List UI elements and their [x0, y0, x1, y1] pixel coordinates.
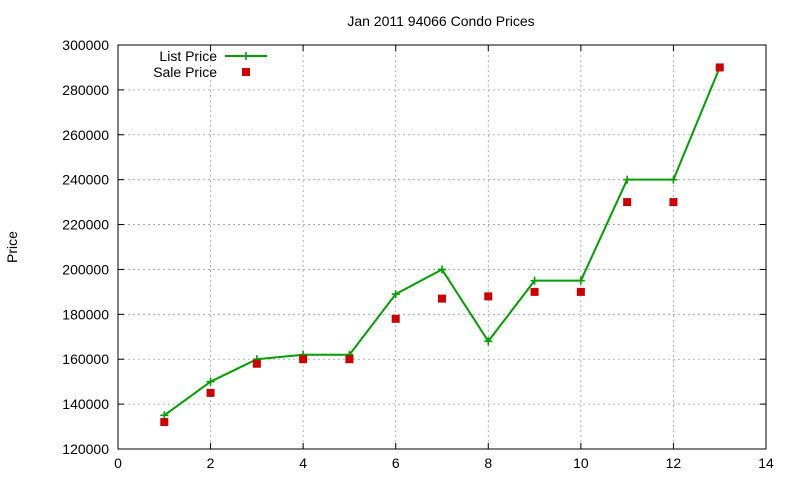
- sale-price-point: [484, 292, 493, 301]
- y-tick-label: 220000: [62, 217, 109, 233]
- x-tick-label: 10: [573, 455, 589, 471]
- series-list-price: [160, 63, 724, 420]
- plot-frame: [117, 44, 767, 450]
- series-sale-price: [160, 63, 724, 427]
- sale-price-point: [345, 355, 354, 364]
- list-price-line: [163, 67, 721, 417]
- sale-price-point: [623, 198, 632, 207]
- y-tick-label: 200000: [62, 261, 109, 277]
- x-tick-label: 2: [207, 455, 215, 471]
- grid-lines: [118, 45, 766, 449]
- sale-price-point: [252, 359, 261, 368]
- axis-ticks: 0 2 4 6 8 10 12 14 120000 140000 160000 180000 20000…: [62, 37, 774, 471]
- sale-price-point: [160, 418, 169, 427]
- sale-price-point: [391, 314, 400, 323]
- list-price-point: [530, 276, 539, 285]
- list-price-point: [576, 276, 585, 285]
- list-price-point: [391, 290, 400, 299]
- sale-price-point: [669, 198, 678, 207]
- legend-label: Sale Price: [153, 64, 217, 80]
- x-tick-label: 6: [392, 455, 400, 471]
- list-price-point: [160, 411, 169, 420]
- sale-price-point: [438, 294, 446, 303]
- y-tick-label: 180000: [62, 306, 109, 322]
- y-axis-label: Price: [4, 231, 20, 263]
- sale-price-point: [299, 355, 308, 364]
- list-price-point: [669, 175, 678, 184]
- y-tick-label: 240000: [62, 172, 109, 188]
- list-price-point: [438, 265, 446, 274]
- y-tick-label: 120000: [62, 441, 109, 457]
- x-tick-label: 14: [758, 455, 774, 471]
- y-tick-label: 160000: [62, 351, 109, 367]
- legend-square-swatch: [242, 68, 250, 76]
- y-tick-label: 260000: [62, 127, 109, 143]
- legend-label: List Price: [159, 48, 217, 64]
- series-layer: [160, 63, 724, 427]
- legend-plus-swatch: [242, 52, 250, 60]
- list-price-point: [206, 377, 215, 386]
- sale-price-point: [715, 63, 724, 72]
- list-price-point: [623, 175, 632, 184]
- y-tick-label: 140000: [62, 396, 109, 412]
- x-tick-label: 8: [484, 455, 492, 471]
- list-price-point: [484, 337, 493, 346]
- x-tick-label: 12: [666, 455, 682, 471]
- x-tick-label: 0: [114, 455, 122, 471]
- y-tick-label: 300000: [62, 37, 109, 53]
- sale-price-point: [576, 287, 585, 296]
- sale-price-point: [530, 287, 539, 296]
- chart-title: Jan 2011 94066 Condo Prices: [347, 13, 534, 29]
- y-tick-label: 280000: [62, 82, 109, 98]
- sale-price-point: [206, 388, 215, 397]
- x-tick-label: 4: [299, 455, 307, 471]
